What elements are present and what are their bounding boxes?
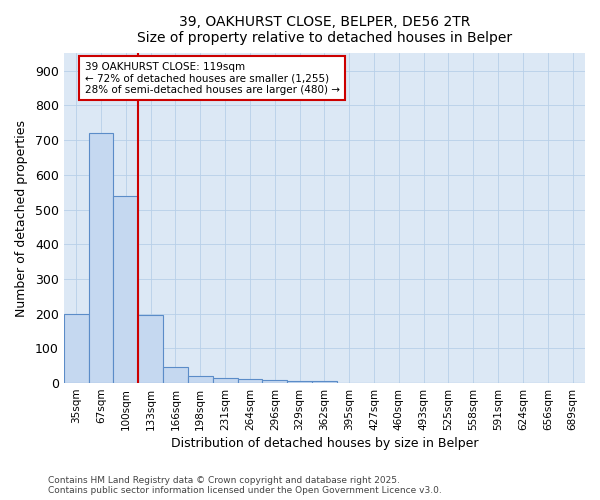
Bar [113,196,138,383]
Text: Contains HM Land Registry data © Crown copyright and database right 2025.
Contai: Contains HM Land Registry data © Crown c… [48,476,442,495]
Bar [163,367,188,383]
Text: 39 OAKHURST CLOSE: 119sqm
← 72% of detached houses are smaller (1,255)
28% of se: 39 OAKHURST CLOSE: 119sqm ← 72% of detac… [85,62,340,95]
Bar [188,376,213,383]
X-axis label: Distribution of detached houses by size in Belper: Distribution of detached houses by size … [170,437,478,450]
Y-axis label: Number of detached properties: Number of detached properties [15,120,28,316]
Bar [213,378,238,383]
Bar [287,380,312,383]
Title: 39, OAKHURST CLOSE, BELPER, DE56 2TR
Size of property relative to detached house: 39, OAKHURST CLOSE, BELPER, DE56 2TR Siz… [137,15,512,45]
Bar [64,314,89,383]
Bar [262,380,287,383]
Bar [238,379,262,383]
Bar [138,316,163,383]
Bar [312,380,337,383]
Bar [89,133,113,383]
